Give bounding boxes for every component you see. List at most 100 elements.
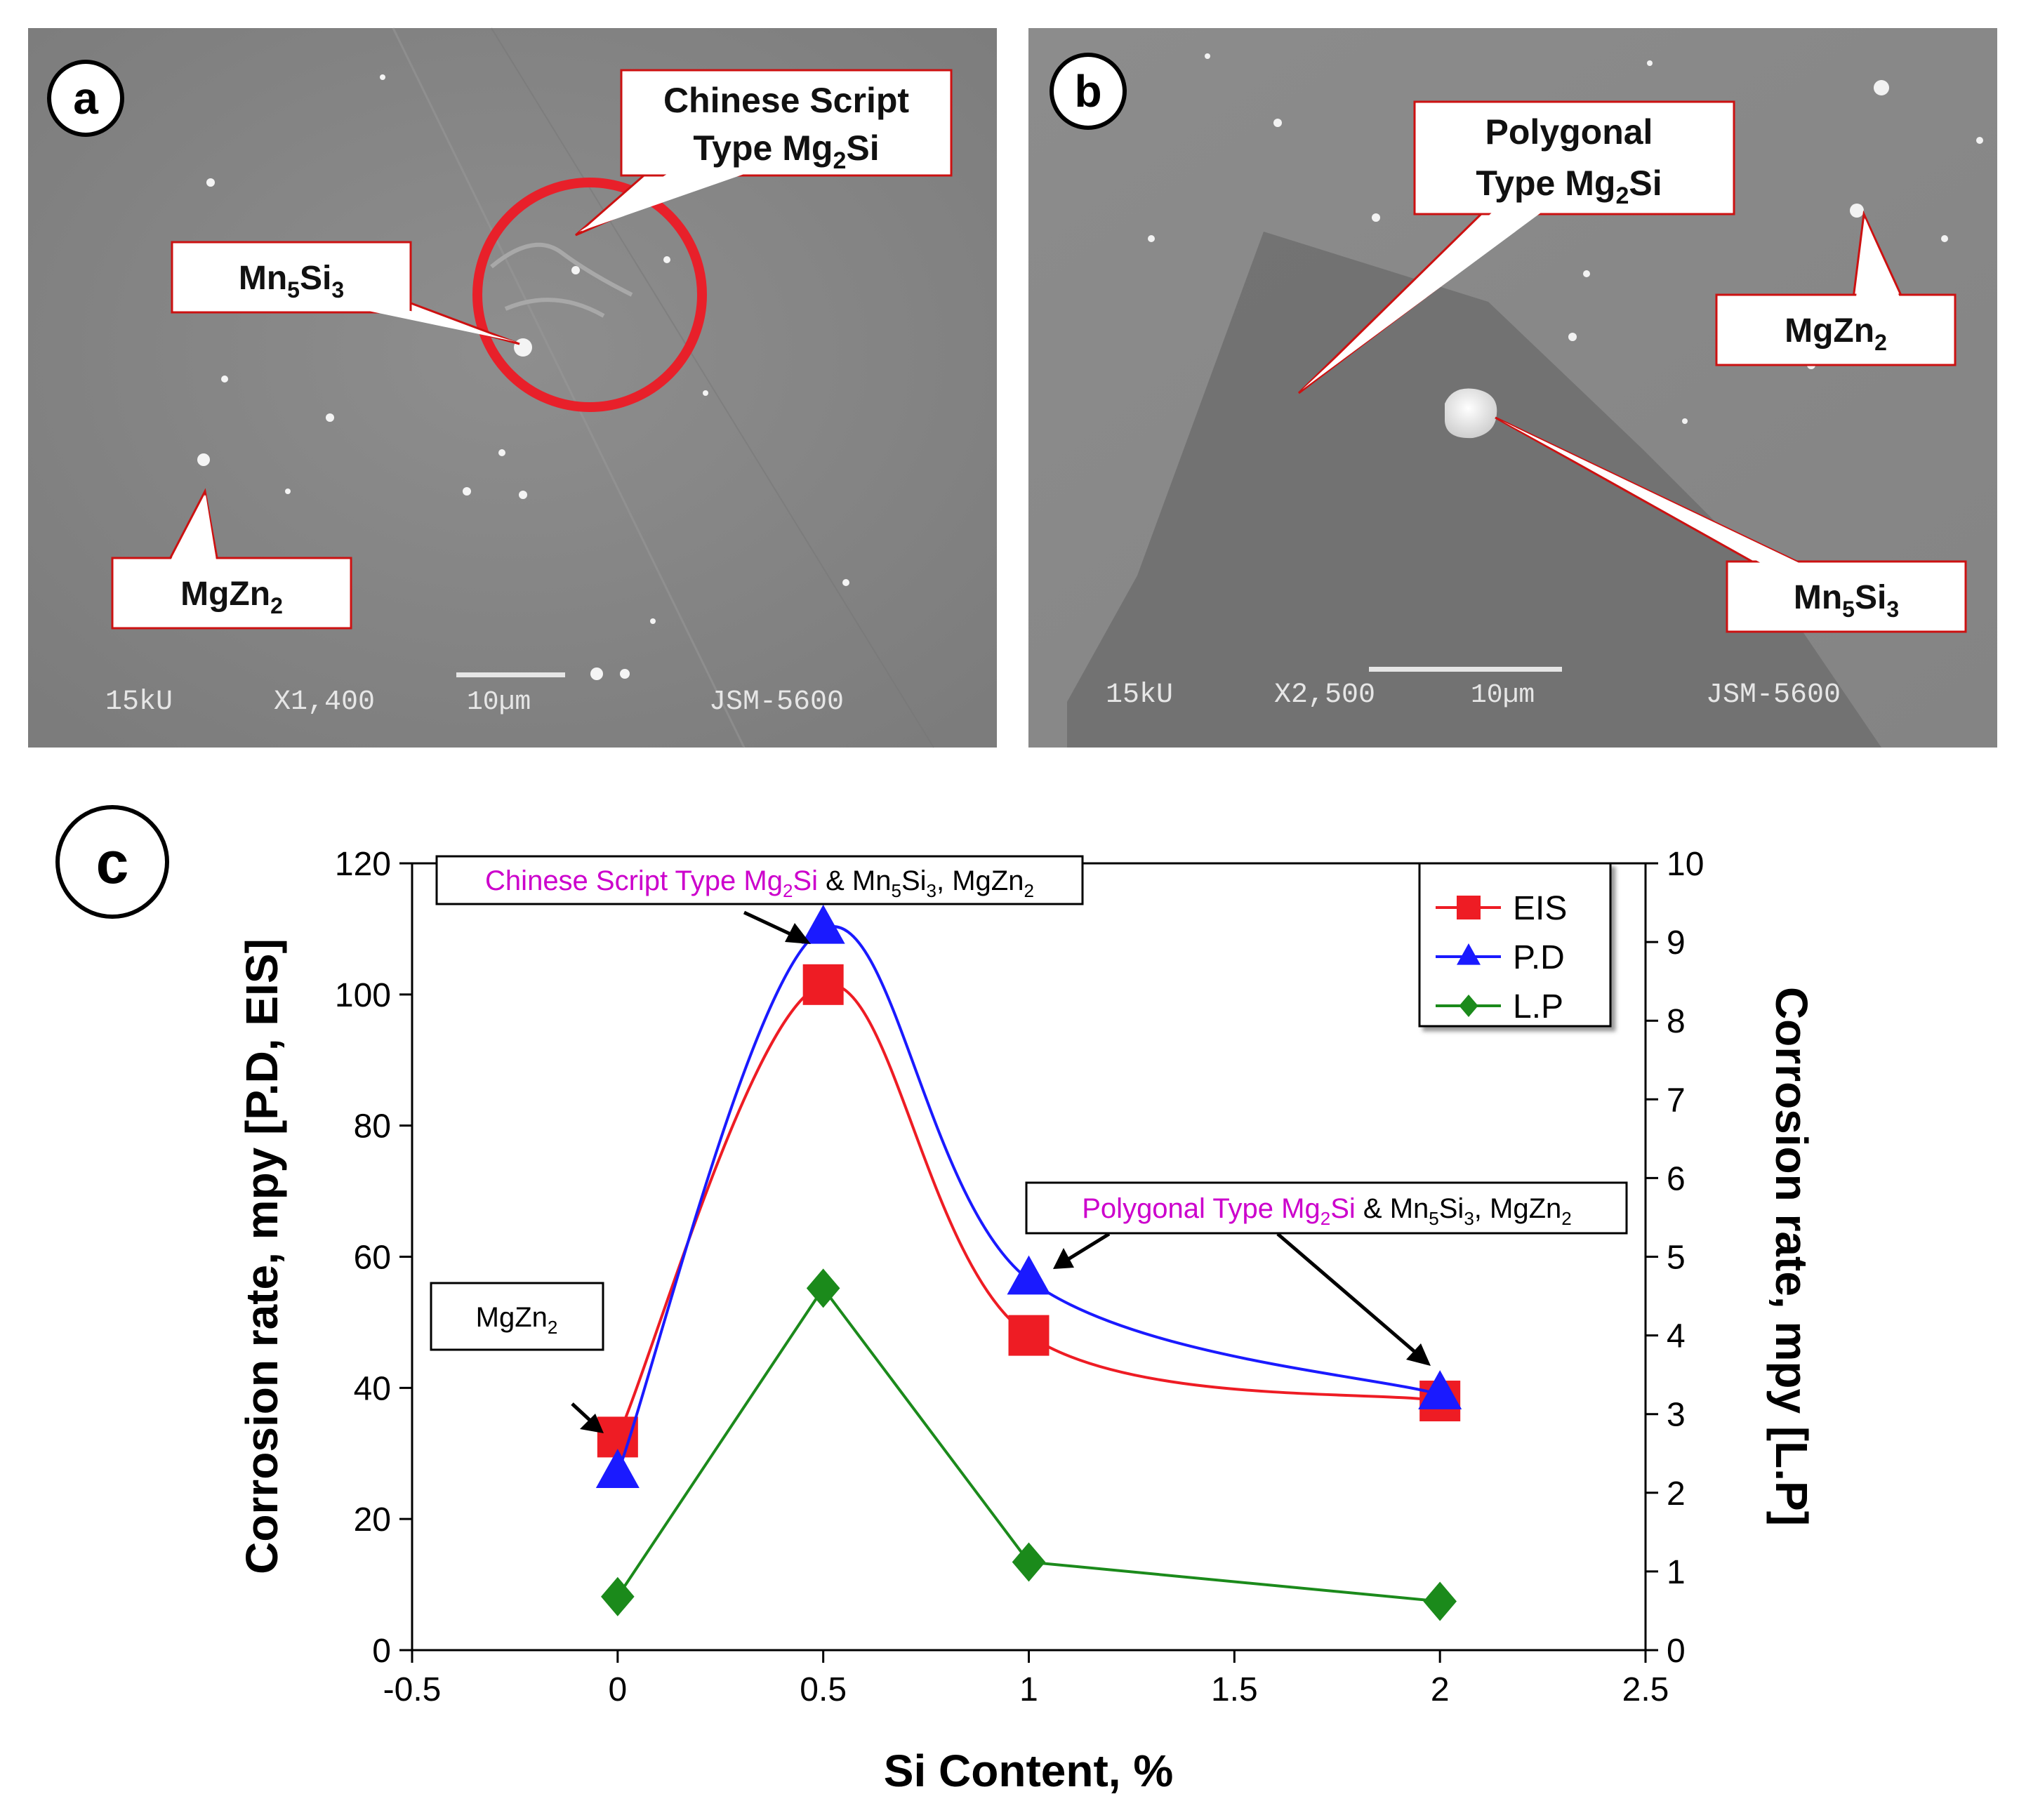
y2-tick-label: 1 xyxy=(1667,1554,1686,1591)
series-pd xyxy=(595,904,1462,1488)
annotation-top-text: Chinese Script Type Mg2Si & Mn5Si3, MgZn… xyxy=(485,865,1034,901)
sem-info-a: 15kU X1,400 10µm JSM-5600 xyxy=(105,672,844,718)
annotation-right-text: Polygonal Type Mg2Si & Mn5Si3, MgZn2 xyxy=(1082,1193,1571,1229)
y2-tick-label: 7 xyxy=(1667,1082,1686,1119)
panel-label-a: a xyxy=(47,60,124,137)
y2-tick-label: 5 xyxy=(1667,1240,1686,1277)
annotation-right: Polygonal Type Mg2Si & Mn5Si3, MgZn2 xyxy=(1025,1181,1628,1366)
y-axis-title: Corrosion rate, mpy [P.D, EIS] xyxy=(237,938,287,1574)
data-point xyxy=(1423,1581,1457,1621)
x-tick-label: 2.5 xyxy=(1622,1671,1669,1708)
callout-mgzn2-a: MgZn2 xyxy=(111,488,352,630)
mn5si3-particle xyxy=(1445,388,1497,439)
scratch-line xyxy=(491,27,934,748)
y-tick-label: 120 xyxy=(335,846,391,883)
legend-item: P.D xyxy=(1436,939,1565,976)
x-axis-title: Si Content, % xyxy=(884,1746,1173,1796)
sem-scale-b: 10µm xyxy=(1471,680,1535,710)
y2-tick-label: 10 xyxy=(1667,846,1704,883)
y2-tick-label: 6 xyxy=(1667,1160,1686,1197)
x-tick-label: -0.5 xyxy=(383,1671,442,1708)
series-lp xyxy=(601,1268,1457,1621)
y2-axis-title: Corrosion rate, mpy [L.P] xyxy=(1766,987,1817,1526)
sem-scale-a: 10µm xyxy=(467,687,531,717)
scratch-line xyxy=(392,27,746,748)
legend-label: P.D xyxy=(1513,939,1565,976)
data-point xyxy=(806,1268,840,1308)
callout-mgzn2-b-text: MgZn2 xyxy=(1785,312,1887,355)
callout-mn5si3-b: Mn5Si3 xyxy=(1495,416,1967,633)
x-tick-label: 2 xyxy=(1431,1671,1450,1708)
data-point xyxy=(1012,1542,1046,1582)
sem-instrument-a: JSM-5600 xyxy=(709,686,844,718)
sem-voltage-b: 15kU xyxy=(1106,679,1173,711)
y2-tick-label: 2 xyxy=(1667,1475,1686,1513)
x-tick-label: 0 xyxy=(608,1671,627,1708)
panel-label-c: c xyxy=(55,805,169,919)
y2-tick-label: 4 xyxy=(1667,1318,1686,1355)
x-tick-label: 1 xyxy=(1019,1671,1038,1708)
data-point xyxy=(801,904,845,944)
legend-item: L.P xyxy=(1436,988,1563,1025)
annotation-left: MgZn2 xyxy=(430,1282,604,1433)
data-point xyxy=(802,964,844,1005)
panel-letter-c: c xyxy=(96,830,129,896)
axis-ticks: -0.5 0 0.5 1 1.5 2 2.5020406080100120012345678… xyxy=(335,846,1704,1708)
callout-polygonal: Polygonal Type Mg2Si xyxy=(1297,100,1735,394)
scale-bar-b xyxy=(1369,667,1562,672)
scale-bar-a xyxy=(456,672,565,677)
series-line xyxy=(616,1285,1441,1603)
panel-label-b: b xyxy=(1050,53,1127,130)
sem-info-b: 15kU X2,500 10µm JSM-5600 xyxy=(1106,667,1841,711)
sem-mag-a: X1,400 xyxy=(274,686,375,718)
sem-mag-b: X2,500 xyxy=(1274,679,1375,711)
annotation-left-text: MgZn2 xyxy=(476,1302,558,1338)
y-tick-label: 100 xyxy=(335,977,391,1014)
panel-letter-a: a xyxy=(73,73,98,124)
legend-marker xyxy=(1457,943,1481,965)
chinese-script-feature xyxy=(490,242,633,318)
y-tick-label: 40 xyxy=(354,1370,391,1407)
sem-instrument-b: JSM-5600 xyxy=(1706,679,1841,711)
data-point xyxy=(1007,1255,1051,1295)
data-point xyxy=(595,1449,640,1488)
callout-mn5si3-a-text: Mn5Si3 xyxy=(239,260,344,303)
x-tick-label: 1.5 xyxy=(1211,1671,1258,1708)
data-point xyxy=(601,1576,635,1616)
series-line xyxy=(616,982,1441,1438)
panel-letter-b: b xyxy=(1074,66,1101,117)
legend: EIS P.D L.P xyxy=(1418,862,1612,1028)
chart-panel-c: c -0.5 0 0.5 1 1.5 2 2.50204060801001200123456… xyxy=(55,805,1817,1796)
y2-tick-label: 0 xyxy=(1667,1633,1686,1670)
x-tick-label: 0.5 xyxy=(800,1671,847,1708)
callout-mn5si3-b-text: Mn5Si3 xyxy=(1794,579,1899,622)
polygonal-grain xyxy=(1067,232,1881,748)
callout-mgzn2-b: MgZn2 xyxy=(1715,210,1957,366)
callout-mgzn2-a-text: MgZn2 xyxy=(180,576,283,618)
y-tick-label: 0 xyxy=(372,1633,391,1670)
legend-label: L.P xyxy=(1513,988,1563,1025)
y-tick-label: 80 xyxy=(354,1108,391,1145)
legend-items: EIS P.D L.P xyxy=(1436,890,1567,1025)
annotation-top: Chinese Script Type Mg2Si & Mn5Si3, MgZn… xyxy=(435,855,1084,944)
y2-tick-label: 8 xyxy=(1667,1003,1686,1040)
callout-polygonal-line1: Polygonal xyxy=(1485,112,1653,152)
callout-chinese-line1: Chinese Script xyxy=(663,81,909,120)
y-tick-label: 20 xyxy=(354,1501,391,1539)
legend-marker xyxy=(1459,995,1478,1017)
callout-chinese-line2: Type Mg2Si xyxy=(693,128,879,174)
y-tick-label: 60 xyxy=(354,1240,391,1277)
sem-voltage-a: 15kU xyxy=(105,686,173,718)
series-layer xyxy=(595,904,1462,1621)
series-line xyxy=(616,925,1441,1474)
legend-label: EIS xyxy=(1513,890,1567,927)
sem-panel-b: b Polygonal Type Mg2Si MgZn2 Mn5Si3 15kU xyxy=(1028,28,1997,748)
y2-tick-label: 3 xyxy=(1667,1397,1686,1434)
callout-polygonal-line2: Type Mg2Si xyxy=(1476,164,1662,209)
legend-marker xyxy=(1457,896,1481,919)
sem-panel-a: a Chinese Script Type Mg2Si Mn5Si3 MgZn2… xyxy=(28,27,997,748)
legend-item: EIS xyxy=(1436,890,1567,927)
callout-mn5si3-a: Mn5Si3 xyxy=(171,241,520,345)
data-point xyxy=(1008,1315,1050,1356)
